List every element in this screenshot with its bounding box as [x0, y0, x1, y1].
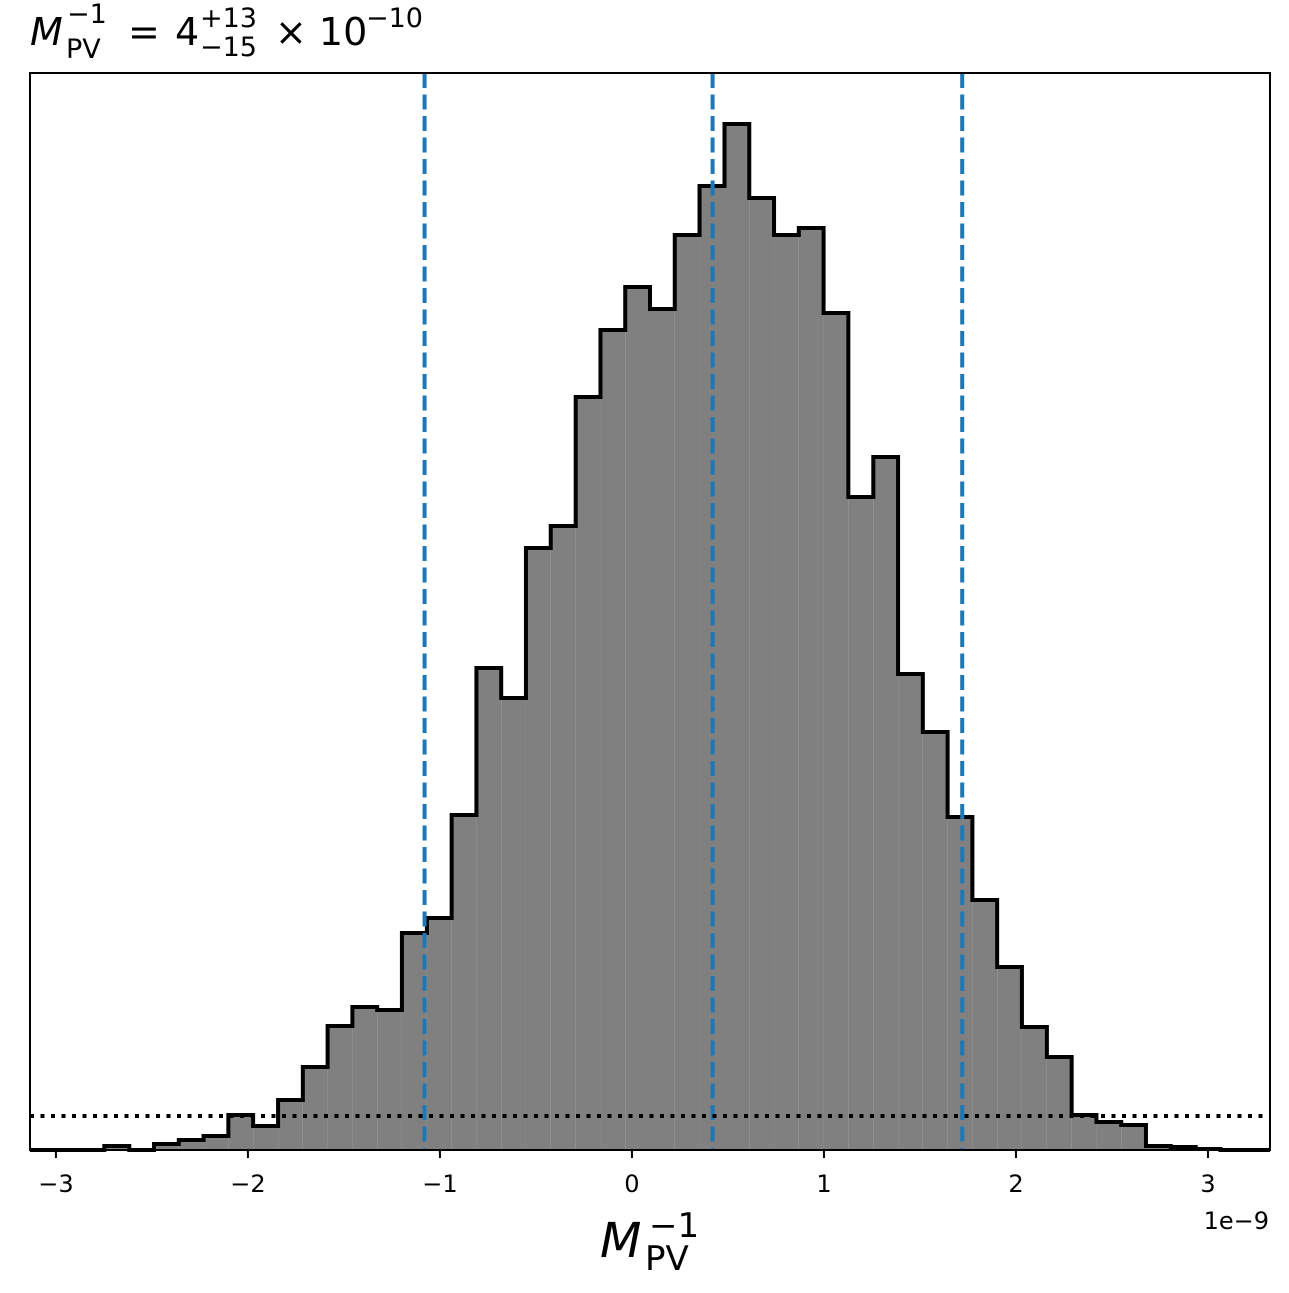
histogram-bar: [302, 1067, 328, 1150]
histogram-bar: [203, 1136, 229, 1150]
histogram-bar: [724, 124, 750, 1150]
histogram-bar: [1071, 1115, 1097, 1150]
histogram-bar: [898, 674, 923, 1150]
histogram-bar: [848, 497, 874, 1150]
histogram-bar: [749, 198, 775, 1150]
title-equals: =: [128, 10, 160, 54]
histogram-bar: [154, 1144, 179, 1150]
histogram-bar: [1021, 1027, 1047, 1150]
histogram-bar: [253, 1126, 279, 1150]
x-tick-label: −2: [230, 1170, 265, 1198]
histogram-bar: [823, 313, 849, 1150]
histogram-bar: [178, 1140, 204, 1150]
histogram-bar: [426, 918, 452, 1150]
title-superscript: −1: [67, 0, 107, 30]
x-tick-label: −3: [38, 1170, 73, 1198]
x-offset-label: 1e−9: [1204, 1207, 1269, 1235]
histogram-bar: [550, 526, 576, 1150]
histogram-bar: [873, 457, 899, 1150]
x-tick-label: −1: [422, 1170, 457, 1198]
histogram-bar: [228, 1115, 254, 1150]
title-lower: −15: [200, 32, 257, 63]
x-tick-label: 1: [816, 1170, 831, 1198]
plot-frame: [29, 72, 1271, 1151]
x-label-superscript: −1: [649, 1206, 699, 1246]
histogram-bar: [352, 1007, 378, 1150]
histogram-bar: [625, 287, 650, 1150]
x-axis-label: M −1 PV: [600, 1206, 699, 1279]
histogram-bar: [674, 235, 700, 1150]
title-value: 4: [175, 10, 199, 54]
histogram-bar: [922, 732, 948, 1150]
x-label-subscript: PV: [645, 1239, 689, 1279]
histogram-bar: [451, 815, 477, 1150]
histogram-bar: [774, 235, 799, 1150]
histogram-bar: [476, 668, 502, 1150]
x-tick-label: 2: [1008, 1170, 1023, 1198]
x-tick-label: 3: [1200, 1170, 1215, 1198]
histogram-bar: [650, 309, 675, 1150]
histogram-bar: [1096, 1122, 1122, 1150]
histogram-bar: [798, 228, 824, 1150]
histogram-bar: [501, 698, 526, 1150]
histogram-outline: [30, 122, 1270, 1152]
histogram-bar: [972, 900, 998, 1150]
title-symbol: M: [30, 10, 63, 54]
histogram-bar: [947, 817, 973, 1150]
title-upper: +13: [200, 3, 257, 34]
title-subscript: PV: [66, 34, 101, 65]
histogram-bar: [1046, 1057, 1072, 1150]
title-times: × 10: [275, 10, 367, 54]
histogram-bar: [997, 967, 1022, 1150]
title-exponent: −10: [366, 3, 423, 34]
histogram-bar: [1121, 1125, 1146, 1150]
histogram-bar: [278, 1100, 303, 1150]
histogram-bar: [377, 1010, 402, 1150]
x-label-symbol: M: [600, 1213, 641, 1269]
x-tick-label: 0: [624, 1170, 639, 1198]
histogram-bar: [575, 397, 601, 1150]
chart-title: M −1 PV = 4 +13 −15 × 10 −10: [30, 0, 423, 65]
histogram-bar: [600, 330, 626, 1150]
histogram-bar: [327, 1026, 353, 1150]
histogram-bar: [525, 548, 551, 1150]
